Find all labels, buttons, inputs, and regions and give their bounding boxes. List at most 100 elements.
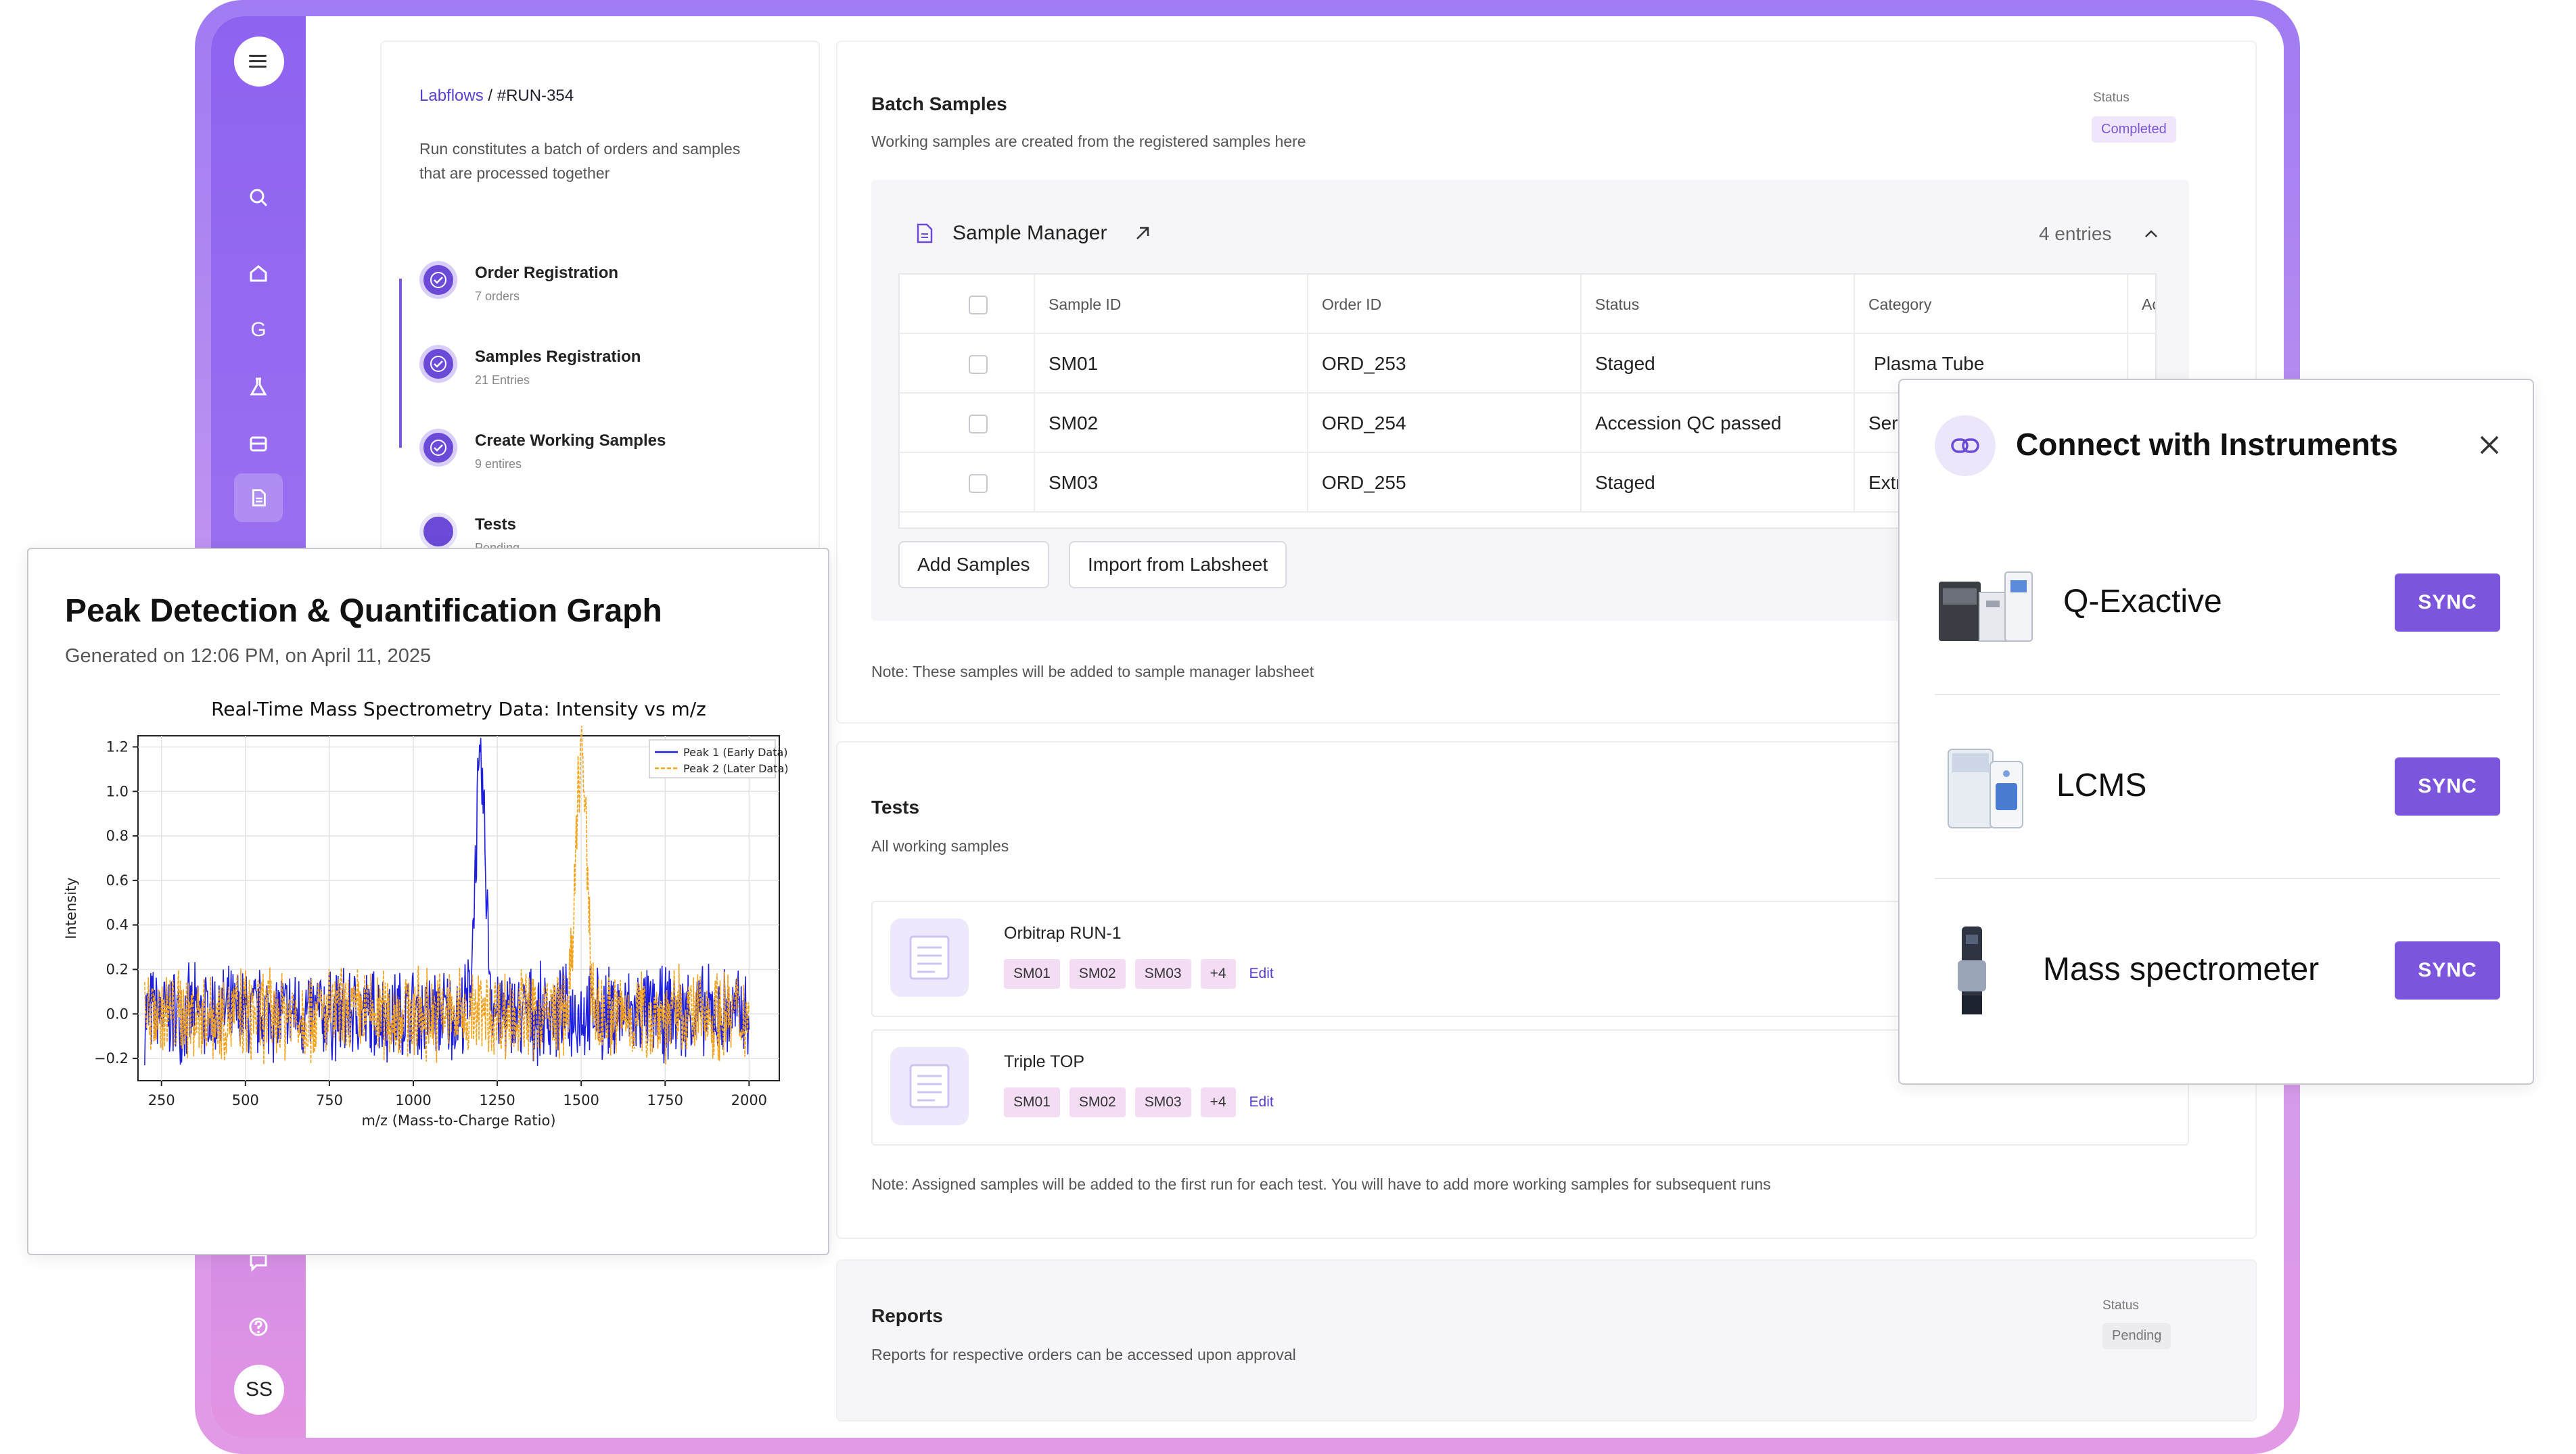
chevron-up-icon[interactable] (2143, 229, 2159, 239)
search-icon (250, 189, 268, 207)
mass-spectrometer-instrument-icon (1958, 927, 1986, 1014)
batch-status-label: Status (2093, 91, 2130, 105)
flask-icon (250, 377, 267, 396)
sync-button[interactable]: SYNC (2395, 941, 2500, 1000)
breadcrumb-run-id: #RUN-354 (497, 87, 574, 105)
column-header[interactable]: Category (1855, 275, 2128, 334)
chart-title: Real-Time Mass Spectrometry Data: Intens… (211, 698, 706, 720)
x-tick-label: 250 (148, 1092, 175, 1108)
series-line-2 (144, 726, 750, 1064)
sample-id-cell: SM03 (1035, 453, 1308, 513)
column-header[interactable]: Status (1582, 275, 1855, 334)
help-icon (249, 1317, 268, 1336)
step-complete-icon (419, 429, 457, 467)
home-button[interactable] (242, 257, 275, 289)
add-samples-button[interactable]: Add Samples (898, 541, 1049, 588)
close-icon[interactable] (2476, 431, 2503, 459)
instrument-row-q-exactive: Q-Exactive SYNC (1935, 511, 2500, 695)
test-document-icon (890, 918, 969, 997)
legend-entry: Peak 2 (Later Data) (683, 762, 789, 775)
step-subtitle: 7 orders (475, 289, 520, 303)
select-all-checkbox[interactable] (969, 296, 988, 314)
reports-status-badge: Pending (2102, 1323, 2171, 1349)
sample-chip-list: SM01 SM02 SM03 +4 Edit (1004, 959, 1274, 989)
step-complete-icon (419, 261, 457, 299)
link-icon (1935, 415, 1996, 476)
row-select-cell (900, 334, 1035, 394)
legend-entry: Peak 1 (Early Data) (683, 746, 788, 759)
table-header-row: Sample ID Order ID Status Category Acce (900, 275, 2155, 334)
reports-title: Reports (871, 1305, 943, 1326)
inbox-button[interactable] (242, 427, 275, 460)
help-button[interactable] (242, 1311, 275, 1343)
step-subtitle: 9 entires (475, 457, 522, 471)
breadcrumb-labflows-link[interactable]: Labflows (419, 87, 484, 105)
step-title: Samples Registration (475, 348, 641, 366)
breadcrumb-separator: / (488, 87, 493, 105)
q-exactive-instrument-icon (1939, 571, 2033, 642)
more-samples-chip[interactable]: +4 (1200, 1087, 1236, 1117)
avatar[interactable]: SS (234, 1365, 284, 1415)
edit-samples-link[interactable]: Edit (1249, 966, 1274, 981)
step-title: Create Working Samples (475, 431, 666, 450)
sample-manager-title: Sample Manager (952, 222, 1107, 244)
lab-button[interactable] (242, 371, 275, 403)
row-checkbox[interactable] (969, 474, 988, 493)
sample-chip-list: SM01 SM02 SM03 +4 Edit (1004, 1087, 1274, 1117)
peak-detection-card: Peak Detection & Quantification Graph Ge… (27, 548, 829, 1255)
import-labsheet-button[interactable]: Import from Labsheet (1069, 541, 1287, 588)
sync-button[interactable]: SYNC (2395, 573, 2500, 632)
y-tick-label: 0.8 (106, 828, 129, 844)
x-axis-label: m/z (Mass-to-Charge Ratio) (361, 1112, 555, 1129)
search-button[interactable] (242, 181, 275, 214)
x-tick-label: 1250 (479, 1092, 515, 1108)
external-link-icon[interactable] (1134, 225, 1151, 242)
y-tick-label: 1.0 (106, 783, 129, 799)
y-tick-label: 0.0 (106, 1006, 129, 1022)
column-header[interactable]: Sample ID (1035, 275, 1308, 334)
test-name: Triple TOP (1004, 1052, 1085, 1071)
sync-button[interactable]: SYNC (2395, 757, 2500, 816)
g-button[interactable]: G (242, 314, 275, 346)
reports-section: Reports Reports for respective orders ca… (836, 1259, 2257, 1422)
step-title: Tests (475, 515, 516, 534)
order-id-cell: ORD_255 (1308, 453, 1582, 513)
chat-icon (250, 1254, 267, 1272)
batch-status-badge: Completed (2092, 116, 2176, 143)
runs-button[interactable] (234, 473, 283, 522)
y-tick-label: 0.6 (106, 872, 129, 889)
instrument-row-mass-spectrometer: Mass spectrometer SYNC (1935, 879, 2500, 1063)
run-description: Run constitutes a batch of orders and sa… (419, 140, 741, 182)
row-checkbox[interactable] (969, 415, 988, 433)
y-tick-label: −0.2 (94, 1050, 129, 1066)
menu-icon (249, 55, 267, 68)
legend-box (649, 739, 776, 778)
connect-dialog-title: Connect with Instruments (2016, 427, 2398, 462)
sample-id-cell: SM02 (1035, 394, 1308, 453)
edit-samples-link[interactable]: Edit (1249, 1094, 1274, 1110)
y-axis-label: Intensity (63, 877, 79, 939)
order-id-cell: ORD_254 (1308, 394, 1582, 453)
step-pending-icon (419, 513, 457, 550)
batch-subtitle: Working samples are created from the reg… (871, 133, 1306, 150)
column-header[interactable]: Acce (2142, 296, 2155, 313)
sample-chip: SM03 (1134, 1087, 1191, 1117)
peak-card-generated: Generated on 12:06 PM, on April 11, 2025 (65, 645, 432, 667)
sample-chip: SM02 (1069, 1087, 1126, 1117)
x-tick-label: 1500 (563, 1092, 599, 1108)
batch-title: Batch Samples (871, 93, 1007, 114)
menu-button[interactable] (234, 37, 284, 87)
more-samples-chip[interactable]: +4 (1200, 959, 1236, 989)
connect-instruments-dialog: Connect with Instruments Q-Exactive SYNC… (1898, 379, 2534, 1085)
x-tick-label: 1000 (395, 1092, 431, 1108)
table-row[interactable]: SM01 ORD_253 Staged Plasma Tube (900, 334, 2155, 394)
chat-button[interactable] (242, 1246, 275, 1278)
column-header[interactable]: Order ID (1308, 275, 1582, 334)
row-checkbox[interactable] (969, 355, 988, 374)
peak-card-title: Peak Detection & Quantification Graph (65, 593, 662, 629)
status-cell: Accession QC passed (1582, 394, 1855, 453)
step-complete-icon (419, 345, 457, 383)
x-tick-label: 750 (316, 1092, 343, 1108)
y-tick-label: 1.2 (106, 738, 129, 755)
row-select-cell (900, 453, 1035, 513)
